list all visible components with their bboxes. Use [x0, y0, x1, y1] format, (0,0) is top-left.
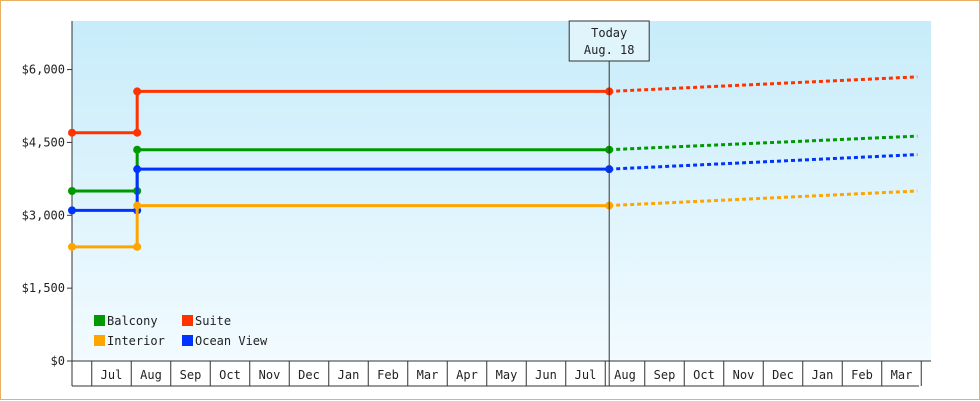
x-tick-label: Feb [377, 368, 399, 382]
x-tick-label: Jan [338, 368, 360, 382]
legend-label-ocean-view: Ocean View [195, 334, 268, 348]
x-tick-label: Nov [259, 368, 281, 382]
legend-swatch-suite [182, 315, 193, 326]
axes: $0 $1,500 $3,000 $4,500 $6,000 Jul Aug Sep Oct No… [22, 21, 931, 387]
x-tick-label: Mar [891, 368, 913, 382]
y-tick-label: $4,500 [22, 135, 65, 149]
data-point-balcony [68, 187, 76, 195]
forecast-line-ocean-view [609, 153, 918, 171]
x-tick-label: Mar [417, 368, 439, 382]
y-tick-label: $3,000 [22, 208, 65, 222]
x-tick-label: Aug [140, 368, 162, 382]
x-tick-label: Apr [456, 368, 478, 382]
plot-background [72, 21, 931, 361]
forecast-line-interior [609, 189, 918, 208]
x-tick-label: Jul [575, 368, 597, 382]
legend-swatch-balcony [94, 315, 105, 326]
legend-label-interior: Interior [107, 334, 165, 348]
series-line-interior [72, 204, 610, 249]
data-point-interior [68, 242, 76, 251]
series-line-suite [72, 89, 610, 135]
legend: Balcony Suite Interior Ocean View [94, 314, 268, 348]
series-line-ocean-view [72, 167, 610, 212]
y-tick-label: $1,500 [22, 281, 65, 295]
data-point-balcony [133, 145, 142, 154]
y-tick-label: $0 [51, 354, 65, 368]
legend-label-balcony: Balcony [107, 314, 158, 328]
x-tick-label: May [496, 368, 518, 382]
data-point-suite [68, 128, 76, 137]
data-point-ocean-view [133, 165, 142, 174]
legend-swatch-ocean-view [182, 335, 193, 346]
forecast-line-balcony [609, 134, 918, 152]
x-tick-label: Dec [298, 368, 320, 382]
x-tick-label: Sep [180, 368, 202, 382]
today-date: Aug. 18 [584, 43, 635, 57]
today-box [568, 20, 650, 62]
series-layer [68, 75, 918, 251]
today-label: Today [591, 26, 627, 40]
x-tick-label: Jan [812, 368, 834, 382]
legend-swatch-interior [94, 335, 105, 346]
today-marker: Today Aug. 18 [568, 20, 650, 386]
x-tick-label: Oct [693, 368, 715, 382]
x-tick-label: Nov [733, 368, 755, 382]
forecast-line-suite [609, 75, 918, 93]
data-point-suite [133, 128, 142, 137]
legend-label-suite: Suite [195, 314, 231, 328]
x-tick-label: Dec [772, 368, 794, 382]
data-point-interior [133, 201, 142, 210]
y-tick-label: $6,000 [22, 63, 65, 77]
x-tick-label: Jun [535, 368, 557, 382]
data-point-interior [133, 242, 142, 251]
x-tick-label: Aug [614, 368, 636, 382]
x-tick-label: Feb [851, 368, 873, 382]
x-tick-label: Sep [654, 368, 676, 382]
data-point-suite [133, 87, 142, 96]
data-point-ocean-view [68, 206, 76, 215]
x-tick-label: Oct [219, 368, 241, 382]
x-tick-label: Jul [101, 368, 123, 382]
